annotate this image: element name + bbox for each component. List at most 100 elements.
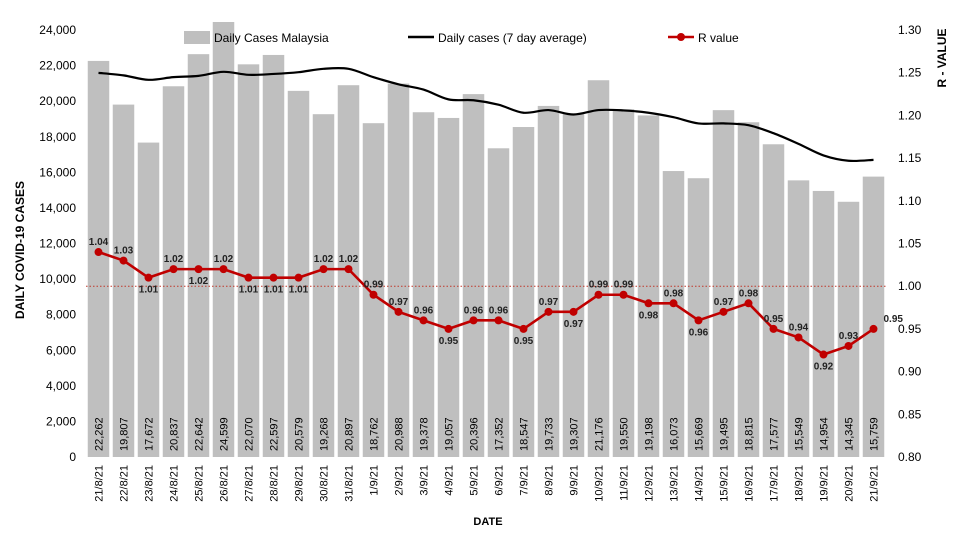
r-value-point [794, 333, 803, 342]
bar [612, 109, 635, 458]
bar-data-label: 19,268 [319, 417, 331, 451]
x-tick-label: 13/9/21 [669, 465, 681, 502]
x-tick-label: 4/9/21 [444, 465, 456, 496]
y-tick-label: 10,000 [39, 272, 76, 286]
x-tick-label: 26/8/21 [219, 465, 231, 502]
y2-tick-label: 0.90 [898, 365, 922, 379]
bar-data-label: 22,070 [244, 417, 256, 451]
y-tick-label: 14,000 [39, 201, 76, 215]
bar-data-label: 20,988 [394, 417, 406, 451]
r-value-point [869, 324, 878, 333]
r-value-data-label: 1.02 [189, 276, 209, 287]
r-value-data-label: 1.02 [339, 254, 359, 265]
average-series-line [98, 66, 874, 163]
bar [187, 54, 210, 458]
x-tick-label: 15/9/21 [719, 465, 731, 502]
x-tick-label: 31/8/21 [344, 465, 356, 502]
r-value-data-label: 0.95 [884, 314, 904, 325]
r-value-point [619, 290, 628, 299]
r-value-point [119, 256, 128, 265]
r-value-series-line [98, 250, 875, 356]
y-tick-label: 16,000 [39, 165, 76, 179]
y-tick-label: 18,000 [39, 130, 76, 144]
r-value-data-label: 0.97 [539, 297, 559, 308]
r-value-layer: 1.04 1.03 1.01 1.02 1.02 1.02 1.01 1.01 1.01 1.02… [89, 237, 904, 372]
bar-data-label: 19,307 [569, 417, 581, 451]
x-tick-label: 12/9/21 [644, 465, 656, 502]
bar-data-label: 19,198 [644, 417, 656, 451]
bar [137, 142, 160, 457]
r-value-point [694, 316, 703, 325]
y2-tick-label: 0.85 [898, 407, 922, 421]
bar-data-label: 17,352 [494, 417, 506, 451]
x-tick-label: 17/9/21 [769, 465, 781, 502]
bars-layer: 22,262 19,807 17,672 20,837 22,642 24,599 22,0… [87, 22, 885, 458]
x-tick-label: 21/9/21 [869, 465, 881, 502]
bar-data-label: 22,642 [194, 417, 206, 451]
legend-item-daily-cases: Daily Cases Malaysia [184, 31, 329, 45]
bar-data-label: 14,954 [819, 417, 831, 451]
r-value-data-label: 0.97 [714, 297, 734, 308]
r-value-point [444, 324, 453, 333]
r-value-data-label: 0.94 [789, 322, 809, 333]
x-tick-label: 11/9/21 [619, 465, 631, 501]
r-value-point [844, 341, 853, 350]
r-value-data-label: 1.02 [214, 254, 234, 265]
bar [437, 117, 460, 457]
x-axis-title: DATE [473, 516, 502, 528]
r-value-data-label: 1.04 [89, 237, 109, 248]
r-value-point [169, 265, 178, 274]
r-value-point [369, 290, 378, 299]
bar-data-label: 19,550 [619, 417, 631, 451]
bar [537, 105, 560, 457]
r-value-data-label: 0.95 [764, 314, 784, 325]
r-value-data-label: 0.98 [639, 310, 659, 321]
bar-data-label: 14,345 [844, 417, 856, 451]
y-tick-label: 22,000 [39, 59, 76, 73]
y2-tick-label: 1.25 [898, 66, 922, 80]
r-value-point [319, 265, 328, 274]
x-tick-label: 19/9/21 [819, 465, 831, 502]
r-value-point [669, 299, 678, 308]
y2-axis-title: R - VALUE [935, 28, 949, 87]
bar [362, 123, 385, 457]
y2-tick-label: 1.15 [898, 151, 922, 165]
bar [712, 110, 735, 457]
r-value-point [244, 273, 253, 282]
bar [412, 112, 435, 457]
bar [562, 113, 585, 458]
r-value-data-label: 0.97 [564, 319, 584, 330]
axes-layer: 0 2,000 4,000 6,000 8,000 10,000 12,000 14,000 1… [39, 23, 921, 502]
bar-data-label: 20,396 [469, 417, 481, 451]
r-value-data-label: 0.96 [689, 327, 709, 338]
bar [662, 171, 685, 457]
x-tick-label: 21/8/21 [94, 465, 106, 502]
x-tick-label: 3/9/21 [419, 465, 431, 496]
r-value-point [394, 307, 403, 316]
bar-data-label: 19,057 [444, 417, 456, 451]
bar [112, 104, 135, 457]
r-value-point [744, 299, 753, 308]
x-tick-label: 9/9/21 [569, 465, 581, 496]
r-value-point [819, 350, 828, 359]
bar [312, 114, 335, 457]
y-tick-label: 2,000 [46, 414, 76, 428]
bar-data-label: 21,176 [594, 417, 606, 451]
x-tick-label: 27/8/21 [244, 465, 256, 502]
x-tick-label: 8/9/21 [544, 465, 556, 496]
r-value-data-label: 0.98 [664, 288, 684, 299]
r-value-point [294, 273, 303, 282]
y2-tick-label: 1.00 [898, 279, 922, 293]
r-value-point [544, 307, 553, 316]
r-value-data-label: 0.99 [589, 280, 609, 291]
r-value-data-label: 1.01 [139, 285, 159, 296]
y-axis-title: DAILY COVID-19 CASES [13, 181, 27, 319]
r-value-data-label: 1.01 [289, 285, 309, 296]
r-value-point [269, 273, 278, 282]
bar [237, 64, 260, 457]
r-value-point [194, 265, 203, 274]
legend-label: Daily cases (7 day average) [438, 31, 587, 45]
r-value-data-label: 1.01 [264, 285, 284, 296]
r-value-point [594, 290, 603, 299]
